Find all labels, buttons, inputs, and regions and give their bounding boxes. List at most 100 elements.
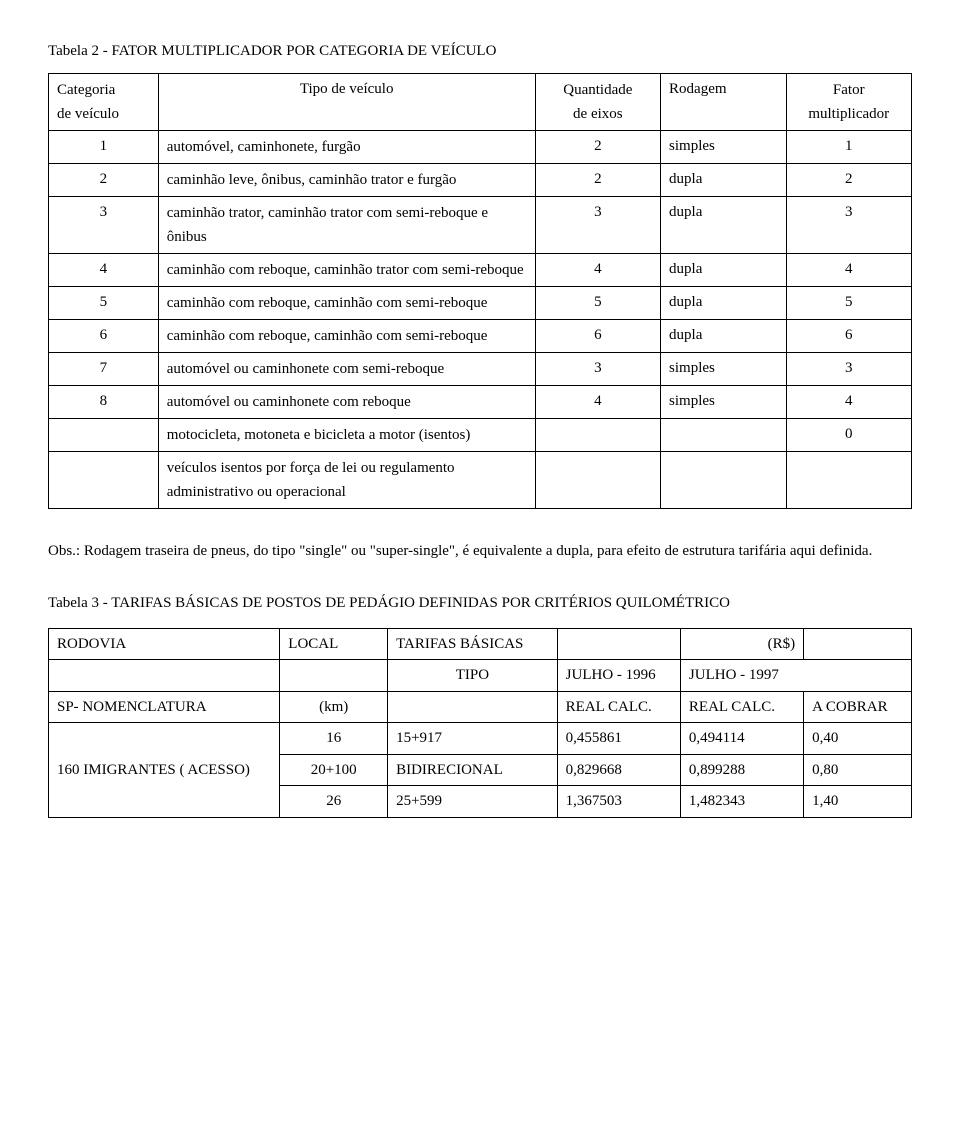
t2-h-cat-bot: de veículo	[57, 106, 119, 122]
table2-cell-rod: dupla	[661, 196, 786, 253]
t3-h2-blank1	[49, 660, 280, 692]
table2-cell-rod: dupla	[661, 319, 786, 352]
t2-h-fac-top: Fator	[833, 82, 865, 98]
table2-cell-rod: simples	[661, 130, 786, 163]
table2-cell-rod: dupla	[661, 253, 786, 286]
t3-data-row-0: 160 IMIGRANTES ( ACESSO) 16 15+917 0,455…	[49, 723, 912, 755]
table2-row: 8automóvel ou caminhonete com reboque 4si…	[49, 385, 912, 418]
t3-r0-tipo: 15+917	[388, 723, 558, 755]
t3-r2-tipo: 25+599	[388, 786, 558, 818]
table2-row: 5caminhão com reboque, caminhão com semi…	[49, 286, 912, 319]
table2-cell-fac: 0	[786, 418, 912, 451]
t2-h-qty-bot: de eixos	[573, 106, 623, 122]
table2-cell-cat: 3	[49, 196, 159, 253]
table2-cell-cat: 1	[49, 130, 159, 163]
t3-r1-v97: 0,899288	[680, 754, 803, 786]
t3-header-row-2: TIPO JULHO - 1996 JULHO - 1997	[49, 660, 912, 692]
table2-cell-qty: 5	[535, 286, 660, 319]
table2-cell-qty: 2	[535, 130, 660, 163]
table2-cell-type: caminhão com reboque, caminhão com semi-…	[158, 319, 535, 352]
t3-h3-acobrar: A COBRAR	[804, 691, 912, 723]
table2-cell-cat: 7	[49, 352, 159, 385]
table2-row: 6caminhão com reboque, caminhão com semi…	[49, 319, 912, 352]
table2-cell-type: automóvel ou caminhonete com semi-reboqu…	[158, 352, 535, 385]
obs-paragraph: Obs.: Rodagem traseira de pneus, do tipo…	[48, 537, 912, 566]
table2-cell-cat: 8	[49, 385, 159, 418]
table2-cell-type: automóvel ou caminhonete com reboque	[158, 385, 535, 418]
t3-h3-sp: SP- NOMENCLATURA	[49, 691, 280, 723]
table2-cell-fac: 1	[786, 130, 912, 163]
table2-cell-fac: 3	[786, 352, 912, 385]
t3-header-row-1: RODOVIA LOCAL TARIFAS BÁSICAS (R$)	[49, 628, 912, 660]
table2-header-row: Categoria de veículo Tipo de veículo Qua…	[49, 73, 912, 130]
t3-r2-cob: 1,40	[804, 786, 912, 818]
t3-h-rodovia: RODOVIA	[49, 628, 280, 660]
t3-r2-km: 26	[280, 786, 388, 818]
table2-cell-cat: 6	[49, 319, 159, 352]
t3-r0-cob: 0,40	[804, 723, 912, 755]
t2-h-qty-top: Quantidade	[563, 82, 632, 98]
t3-group-label: 160 IMIGRANTES ( ACESSO)	[49, 723, 280, 818]
t2-h-rod: Rodagem	[661, 73, 786, 130]
table2-cell-qty: 3	[535, 196, 660, 253]
t3-r0-km: 16	[280, 723, 388, 755]
t2-h-type: Tipo de veículo	[158, 73, 535, 130]
table2-cell-fac: 3	[786, 196, 912, 253]
table2-cell-rod: simples	[661, 352, 786, 385]
table2-cell-qty: 6	[535, 319, 660, 352]
t3-r1-tipo: BIDIRECIONAL	[388, 754, 558, 786]
table2-cell-cat	[49, 418, 159, 451]
t2-h-fac: Fator multiplicador	[786, 73, 912, 130]
table2-cell-cat: 5	[49, 286, 159, 319]
table2-cell-rod: dupla	[661, 286, 786, 319]
t3-h3-km: (km)	[280, 691, 388, 723]
table2-cell-fac: 4	[786, 385, 912, 418]
table2-cell-type: caminhão com reboque, caminhão trator co…	[158, 253, 535, 286]
table2-row: 1automóvel, caminhonete, furgão2simples1	[49, 130, 912, 163]
table2-row: 4caminhão com reboque, caminhão trator c…	[49, 253, 912, 286]
table2-cell-fac: 6	[786, 319, 912, 352]
t3-h2-jul96: JULHO - 1996	[557, 660, 680, 692]
table2-cell-qty: 4	[535, 253, 660, 286]
t3-header-row-3: SP- NOMENCLATURA (km) REAL CALC. REAL CA…	[49, 691, 912, 723]
table2-cell-type: veículos isentos por força de lei ou reg…	[158, 451, 535, 508]
table2-cell-fac: 2	[786, 163, 912, 196]
table2-cell-type: caminhão leve, ônibus, caminhão trator e…	[158, 163, 535, 196]
t3-h3-blank	[388, 691, 558, 723]
table2-row: veículos isentos por força de lei ou reg…	[49, 451, 912, 508]
table2-cell-rod: simples	[661, 385, 786, 418]
table2-cell-qty	[535, 451, 660, 508]
t3-h-blank1	[557, 628, 680, 660]
table2-cell-type: caminhão trator, caminhão trator com sem…	[158, 196, 535, 253]
t3-r1-v96: 0,829668	[557, 754, 680, 786]
table2-cell-qty: 2	[535, 163, 660, 196]
t2-h-qty: Quantidade de eixos	[535, 73, 660, 130]
t3-h2-blank2	[280, 660, 388, 692]
table2-cell-cat: 4	[49, 253, 159, 286]
table3: RODOVIA LOCAL TARIFAS BÁSICAS (R$) TIPO …	[48, 628, 912, 818]
table3-title: Tabela 3 - TARIFAS BÁSICAS DE POSTOS DE …	[48, 589, 912, 618]
t3-h-local: LOCAL	[280, 628, 388, 660]
table2-cell-fac: 5	[786, 286, 912, 319]
table2-cell-qty: 3	[535, 352, 660, 385]
t3-h2-tipo: TIPO	[388, 660, 558, 692]
t3-r1-km: 20+100	[280, 754, 388, 786]
table2: Categoria de veículo Tipo de veículo Qua…	[48, 73, 912, 509]
table2-cell-type: automóvel, caminhonete, furgão	[158, 130, 535, 163]
t3-r1-cob: 0,80	[804, 754, 912, 786]
table2-cell-rod	[661, 418, 786, 451]
table2-title: Tabela 2 - FATOR MULTIPLICADOR POR CATEG…	[48, 40, 912, 63]
table2-cell-rod: dupla	[661, 163, 786, 196]
t2-h-cat-top: Categoria	[57, 82, 115, 98]
t3-r2-v96: 1,367503	[557, 786, 680, 818]
table2-cell-qty	[535, 418, 660, 451]
t3-h2-jul97: JULHO - 1997	[680, 660, 911, 692]
table2-cell-cat: 2	[49, 163, 159, 196]
t2-h-cat: Categoria de veículo	[49, 73, 159, 130]
t3-h3-real2: REAL CALC.	[680, 691, 803, 723]
table2-row: 2caminhão leve, ônibus, caminhão trator …	[49, 163, 912, 196]
table2-row: 7automóvel ou caminhonete com semi-reboq…	[49, 352, 912, 385]
t3-r2-v97: 1,482343	[680, 786, 803, 818]
table2-cell-fac: 4	[786, 253, 912, 286]
t2-h-fac-bot: multiplicador	[808, 106, 889, 122]
